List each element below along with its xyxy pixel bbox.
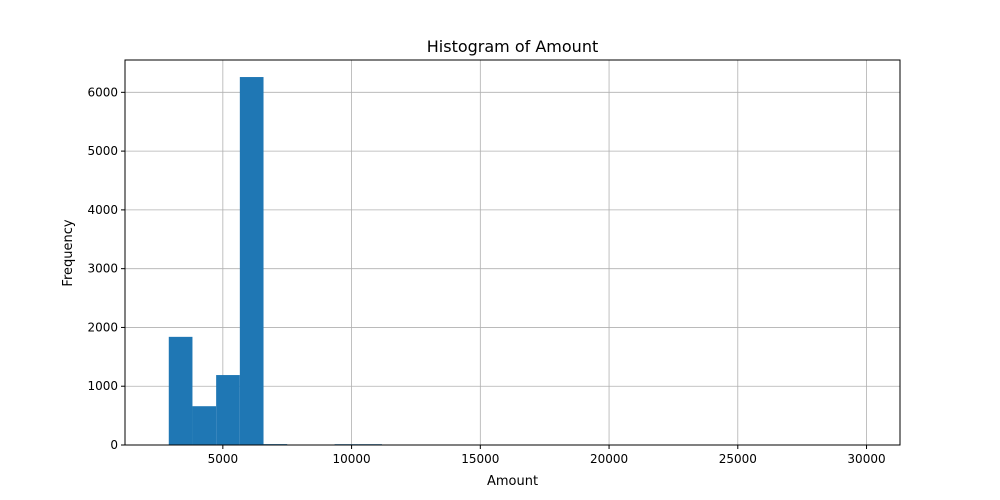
histogram-bar <box>168 336 193 445</box>
histogram-bar <box>192 406 217 445</box>
x-axis-label: Amount <box>487 474 538 489</box>
histogram-bar <box>216 375 240 445</box>
x-tick-label: 20000 <box>590 452 628 466</box>
chart-title: Histogram of Amount <box>427 37 598 56</box>
y-tick-label: 6000 <box>87 85 118 99</box>
histogram-bar <box>239 77 264 445</box>
x-tick-label: 5000 <box>208 452 239 466</box>
y-axis-label: Frequency <box>61 219 76 286</box>
y-tick-label: 0 <box>110 438 118 452</box>
x-tick-label: 10000 <box>332 452 370 466</box>
y-tick-label: 1000 <box>87 379 118 393</box>
y-tick-label: 5000 <box>87 144 118 158</box>
y-tick-label: 2000 <box>87 320 118 334</box>
x-tick-label: 30000 <box>847 452 885 466</box>
histogram-bars <box>168 77 382 445</box>
y-axis-ticks: 0 1000 2000 3000 4000 5000 6000 <box>87 85 125 452</box>
plot-frame <box>124 59 901 446</box>
x-tick-label: 15000 <box>461 452 499 466</box>
x-axis-ticks: 5000 10000 15000 20000 25000 30000 <box>208 445 886 466</box>
y-tick-label: 3000 <box>87 262 118 276</box>
x-tick-label: 25000 <box>719 452 757 466</box>
y-tick-label: 4000 <box>87 203 118 217</box>
